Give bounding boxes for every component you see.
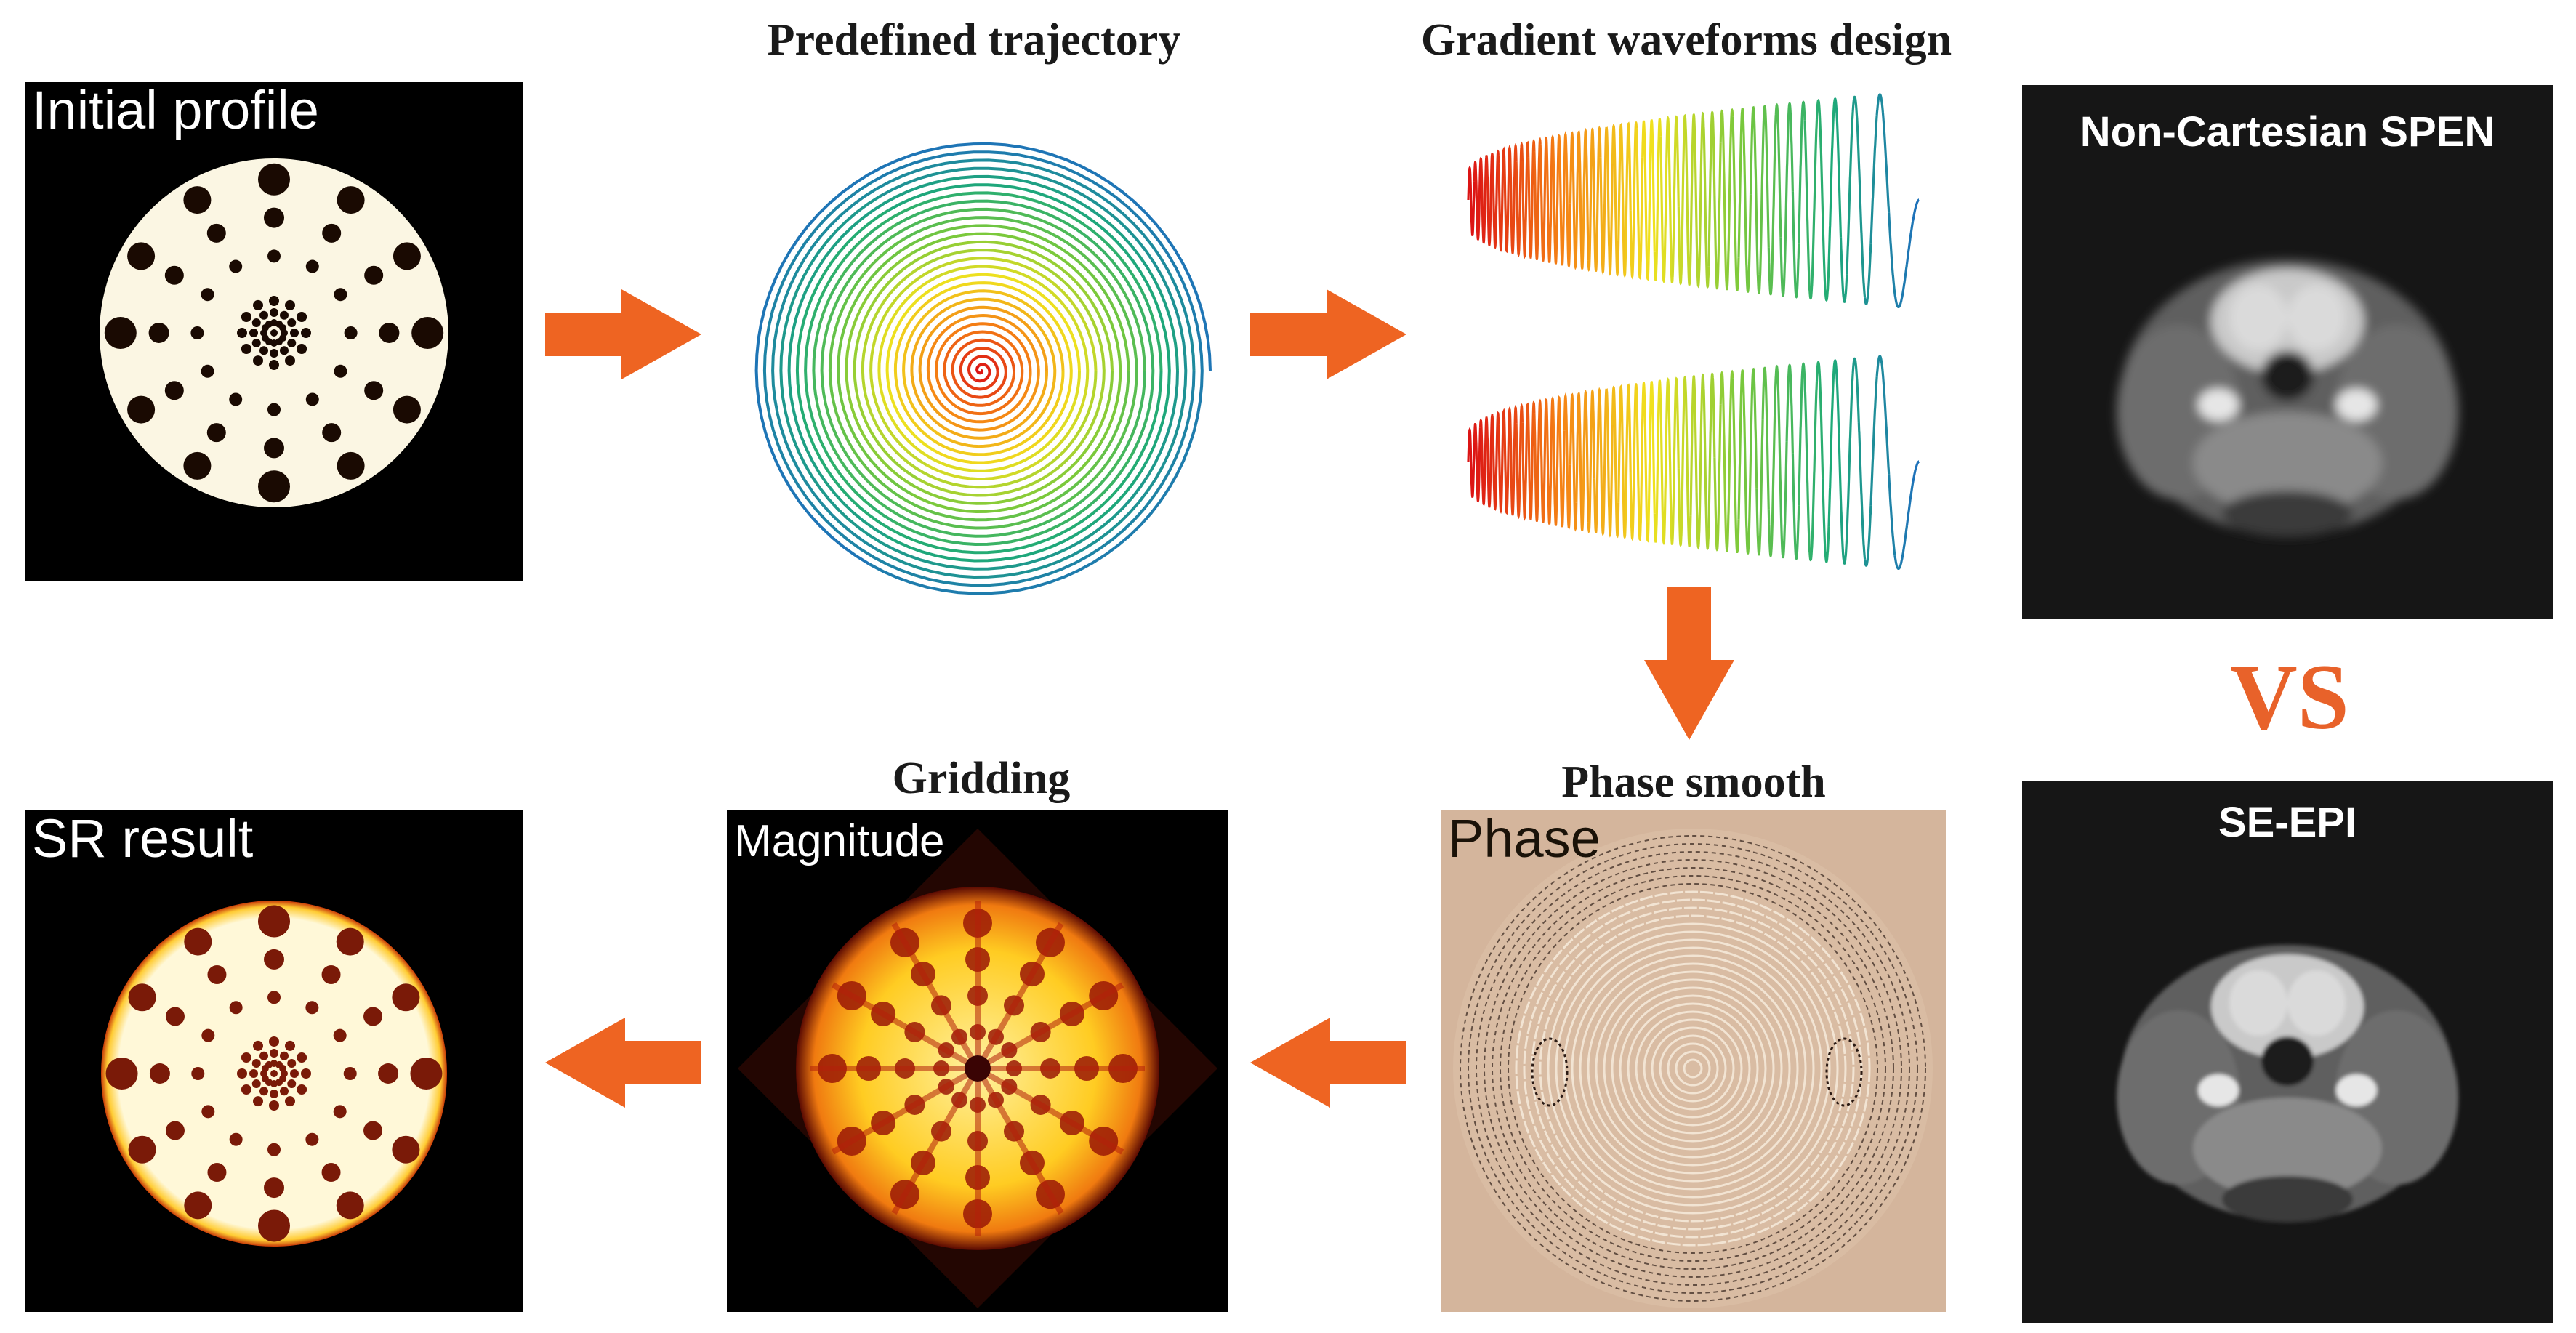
vs-label: VS [2230,645,2349,749]
spen-title: Non-Cartesian SPEN [2080,108,2495,156]
flow-arrow-left-2 [545,1018,701,1108]
phase-panel: Phase [1441,810,1946,1312]
initial-profile-panel: Initial profile [25,82,523,581]
flow-arrow-left-1 [1250,1018,1406,1108]
se-epi-title: SE-EPI [2218,799,2357,846]
flow-arrow-down [1644,587,1734,740]
flow-arrow-right-2 [1250,289,1406,379]
magnitude-panel: Magnitude [727,810,1228,1312]
magnitude-label: Magnitude [734,816,945,866]
step-title-gridding: Gridding [892,754,1071,803]
phase-map-image [1453,829,1933,1308]
spen-mri-panel: Non-Cartesian SPEN [2022,85,2553,619]
gradient-waveforms-image [1467,93,1920,570]
spen-brain-image [2117,259,2458,537]
step-title-trajectory: Predefined trajectory [767,15,1181,65]
step-title-gradient: Gradient waveforms design [1420,15,1952,65]
spiral-trajectory-image [754,142,1212,595]
sr-result-panel: SR result [25,810,523,1312]
magnitude-image [738,829,1217,1308]
initial-profile-label: Initial profile [32,82,319,140]
step-title-phase-smooth: Phase smooth [1561,757,1826,807]
sr-result-phantom-image [101,901,447,1247]
se-epi-brain-image [2117,945,2458,1223]
initial-profile-phantom-image [100,158,448,507]
phase-label: Phase [1448,810,1601,869]
sr-result-label: SR result [32,810,254,869]
flow-arrow-right-1 [545,289,701,379]
se-epi-mri-panel: SE-EPI [2022,781,2553,1323]
